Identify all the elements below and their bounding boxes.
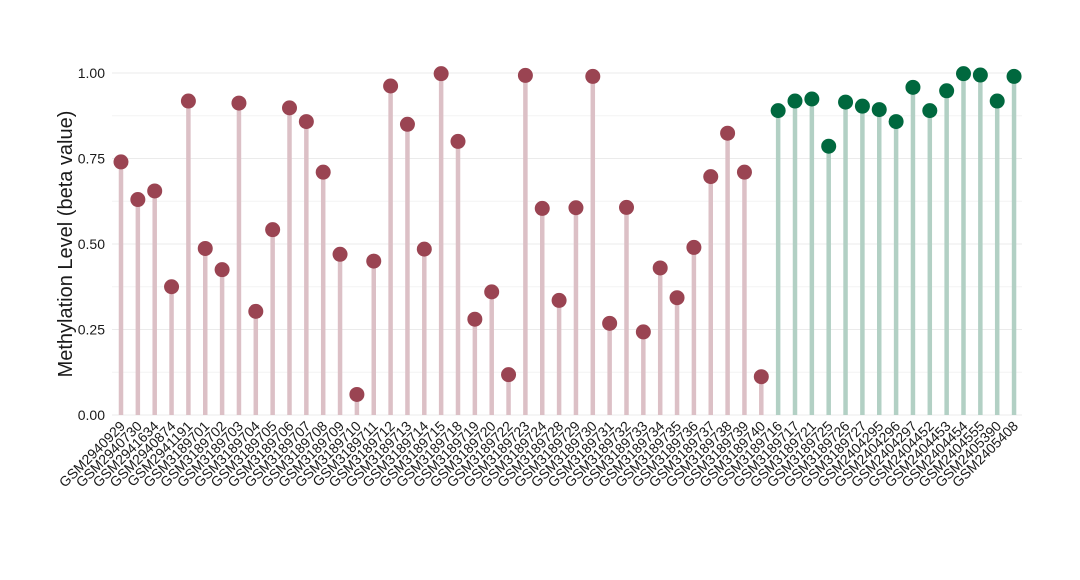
point-GSM2940730: [130, 192, 146, 208]
point-GSM3189713: [399, 116, 415, 132]
point-GSM3189729: [568, 200, 584, 216]
point-GSM3189712: [383, 78, 399, 94]
gridlines: [112, 72, 1022, 416]
y-tick-label: 0.50: [78, 236, 105, 252]
point-GSM3189723: [517, 67, 533, 83]
point-GSM3189718: [450, 133, 466, 149]
y-tick-label: 0.25: [78, 322, 105, 338]
point-GSM3189726: [838, 94, 854, 110]
point-GSM3189731: [602, 315, 618, 331]
point-GSM3189702: [214, 262, 230, 278]
point-GSM2941191: [180, 93, 196, 109]
point-GSM3189735: [669, 290, 685, 306]
point-GSM3189739: [736, 164, 752, 180]
point-GSM3189725: [821, 138, 837, 154]
point-GSM3189705: [265, 222, 281, 238]
point-GSM3189706: [282, 100, 297, 116]
point-GSM2940929: [113, 154, 129, 170]
point-GSM3189730: [585, 68, 601, 84]
point-GSM2404453: [939, 83, 955, 99]
point-GSM3189704: [248, 303, 264, 319]
point-GSM3189732: [619, 199, 634, 215]
point-GSM2404297: [905, 79, 921, 95]
point-GSM3189740: [753, 369, 769, 385]
point-GSM2404454: [956, 66, 971, 82]
x-axis: GSM2940929GSM2940730GSM2941634GSM2940874…: [56, 418, 1022, 491]
point-GSM3189714: [416, 241, 432, 257]
point-GSM3189708: [315, 164, 331, 180]
point-GSM2405408: [1006, 68, 1022, 84]
point-GSM3189720: [484, 284, 500, 300]
y-axis: 0.00 0.25 0.50 0.75 1.00: [78, 65, 105, 423]
point-GSM2404296: [888, 114, 904, 130]
point-GSM2404555: [972, 67, 988, 83]
y-tick-label: 0.00: [78, 407, 105, 423]
point-GSM3189728: [551, 292, 567, 308]
y-tick-label: 0.75: [78, 151, 105, 167]
point-GSM3189716: [770, 103, 786, 119]
point-GSM2405390: [989, 93, 1005, 109]
point-GSM3189703: [231, 95, 247, 111]
point-GSM2404295: [871, 102, 887, 118]
point-GSM2940874: [164, 279, 180, 295]
point-GSM3189715: [433, 66, 449, 82]
point-GSM3189711: [366, 253, 382, 269]
point-GSM3189736: [686, 239, 702, 255]
point-GSM3189734: [652, 260, 668, 276]
point-GSM3189709: [332, 246, 348, 262]
point-GSM3189717: [787, 93, 803, 109]
point-GSM3189707: [298, 114, 314, 130]
point-GSM3189724: [534, 200, 550, 216]
y-tick-label: 1.00: [78, 65, 105, 81]
point-GSM3189721: [804, 91, 820, 107]
lollipop-stems: [118, 73, 1017, 415]
point-GSM3189737: [703, 169, 719, 185]
point-GSM2404452: [922, 103, 938, 119]
point-GSM3189722: [501, 367, 517, 383]
point-GSM3189738: [720, 125, 736, 141]
point-GSM3189701: [197, 240, 213, 256]
point-GSM3189733: [635, 324, 651, 340]
point-GSM3189710: [349, 386, 365, 402]
lollipop-points: [113, 66, 1022, 402]
y-axis-title: Methylation Level (beta value): [55, 111, 77, 378]
point-GSM2941634: [147, 183, 163, 199]
point-GSM3189719: [467, 311, 483, 327]
point-GSM3189727: [854, 98, 870, 114]
